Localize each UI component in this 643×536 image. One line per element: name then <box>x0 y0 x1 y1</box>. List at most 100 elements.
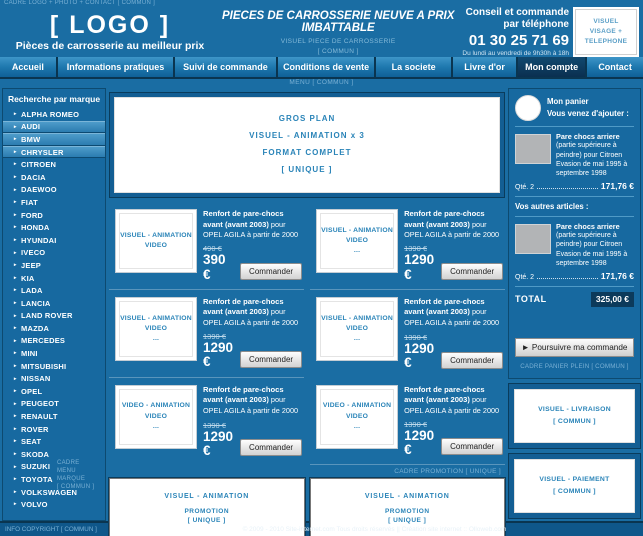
product-card: VIDEO - ANIMATION VIDEO ... Renfort de p… <box>310 378 506 466</box>
product-visual-placeholder[interactable]: VISUEL - ANIMATION VIDEO <box>115 209 197 273</box>
product-visual-placeholder[interactable]: VIDEO - ANIMATION VIDEO ... <box>115 384 197 449</box>
nav-item[interactable]: Suivi de commande <box>175 57 278 77</box>
product-info: Renfort de pare-chocs avant (avant 2003)… <box>398 296 504 371</box>
sidebar-brand-item[interactable]: SEAT <box>3 435 105 448</box>
sidebar-brand-item[interactable]: ROVER <box>3 423 105 436</box>
brand-label: MAZDA <box>21 323 50 333</box>
arrow-bullet-icon <box>13 465 21 470</box>
sidebar-brand-item[interactable]: OPEL <box>3 385 105 398</box>
sidebar-brand-item[interactable]: TOYOTA <box>3 473 105 486</box>
sidebar-brand-item[interactable]: SKODA <box>3 448 105 461</box>
nav-item[interactable]: Informations pratiques <box>57 57 176 77</box>
brand-label: MINI <box>21 349 38 359</box>
qty-label: Qté. 2 <box>515 273 535 281</box>
sidebar-brand-item[interactable]: NISSAN <box>3 372 105 385</box>
commander-button[interactable]: Commander <box>441 438 504 456</box>
commander-button[interactable]: Commander <box>441 351 504 369</box>
sidebar-brand-item[interactable]: LAND ROVER <box>3 310 105 323</box>
visual-livraison-placeholder: VISUEL - LIVRAISON [ COMMUN ] <box>514 388 635 443</box>
headline-visual-label: VISUEL PIECE DE CARROSSERIE [ COMMUN ] <box>214 37 462 57</box>
sidebar-brand-item[interactable]: BMW <box>3 133 105 146</box>
paiement-frame: VISUEL - PAIEMENT [ COMMUN ] <box>508 452 641 519</box>
sidebar-brand-item[interactable]: MERCEDES <box>3 335 105 348</box>
sidebar-brand-item[interactable]: DAEWOO <box>3 184 105 197</box>
product-visual-inner: VISUEL - ANIMATION VIDEO ... <box>320 213 395 269</box>
price-col: 490 € 390 € <box>203 244 233 281</box>
hero-banner-placeholder[interactable]: GROS PLAN VISUEL - ANIMATION x 3 FORMAT … <box>114 97 500 193</box>
product-visual-placeholder[interactable]: VIDEO - ANIMATION VIDEO ... <box>316 384 399 449</box>
sidebar-brand-item[interactable]: PEUGEOT <box>3 398 105 411</box>
sidebar-brand-item[interactable]: LADA <box>3 284 105 297</box>
price-row: 1390 € 1290 € Commander <box>203 332 303 369</box>
sidebar-brand-item[interactable]: ALPHA ROMEO <box>3 108 105 121</box>
product-visual-line3: ... <box>353 422 361 430</box>
main-nav: Accueil Informations pratiques Suivi de … <box>0 57 643 79</box>
brand-label: NISSAN <box>21 374 51 384</box>
cadre-menu-line4: [ COMMUN ] <box>57 484 95 491</box>
cart-column: Mon panier Vous venez d'ajouter : Pare c… <box>508 88 641 521</box>
product-title-rest: pour OPEL AGILA à partir de 2000 <box>203 395 299 415</box>
product-title-bold: Renfort de pare-chocs avant (avant 2003) <box>404 296 485 317</box>
sidebar-brand-item[interactable]: VOLVO <box>3 498 105 511</box>
sidebar-brand-item[interactable]: RENAULT <box>3 410 105 423</box>
logo-block[interactable]: [ LOGO ] Pièces de carrosserie au meille… <box>6 10 214 53</box>
commander-button[interactable]: Commander <box>441 262 504 280</box>
product-visual-placeholder[interactable]: VISUEL - ANIMATION VIDEO ... <box>316 209 399 273</box>
brand-label: PEUGEOT <box>21 399 60 409</box>
sidebar-brand-item[interactable]: JEEP <box>3 259 105 272</box>
cart-item-thumbnail <box>515 134 551 164</box>
nav-item[interactable]: Accueil <box>0 57 58 77</box>
sidebar-brand-item[interactable]: VOLKSWAGEN <box>3 486 105 499</box>
nav-item[interactable]: Mon compte <box>518 57 588 77</box>
nav-item[interactable]: La societe <box>376 57 453 77</box>
sidebar-brand-item[interactable]: MINI <box>3 347 105 360</box>
commander-button[interactable]: Commander <box>240 439 303 457</box>
product-visual-placeholder[interactable]: VISUEL - ANIMATION VIDEO ... <box>316 296 399 361</box>
cart-header: Mon panier Vous venez d'ajouter : <box>515 95 634 121</box>
product-visual-line1: VIDEO - ANIMATION <box>121 402 191 410</box>
cadre-menu-marque-label: CADRE MENU MARQUE [ COMMUN ] <box>57 459 103 491</box>
sidebar-brand-item[interactable]: IVECO <box>3 247 105 260</box>
sidebar-brand-item[interactable]: FIAT <box>3 196 105 209</box>
product-visual-line1: VISUEL - ANIMATION <box>321 314 393 322</box>
promo-animation-placeholder[interactable]: VISUEL - ANIMATION PROMOTION [ UNIQUE ] <box>108 477 306 536</box>
sidebar-brand-item[interactable]: HONDA <box>3 221 105 234</box>
sidebar-brand-item[interactable]: SUZUKI <box>3 461 105 474</box>
commander-button[interactable]: Commander <box>240 262 303 280</box>
nav-item[interactable]: Contact <box>587 57 643 77</box>
promo-animation-placeholder[interactable]: VISUEL - ANIMATION PROMOTION [ UNIQUE ] <box>308 477 506 536</box>
sidebar-brand-item[interactable]: MITSUBISHI <box>3 360 105 373</box>
checkout-button[interactable]: ► Poursuivre ma commande <box>515 337 634 357</box>
nav-item[interactable]: Conditions de vente <box>277 57 377 77</box>
nav-item[interactable]: Livre d'or <box>452 57 519 77</box>
sidebar-brand-item[interactable]: FORD <box>3 209 105 222</box>
product-title-rest: pour OPEL AGILA à partir de 2000 <box>404 307 500 328</box>
cart-titles: Mon panier Vous venez d'ajouter : <box>547 96 629 120</box>
sidebar-brand-item[interactable]: KIA <box>3 272 105 285</box>
sidebar-brand-item[interactable]: AUDI <box>3 120 105 134</box>
product-visual-placeholder[interactable]: VISUEL - ANIMATION VIDEO ... <box>115 296 197 361</box>
cart-item: Pare chocs arriere (partie supérieure à … <box>515 132 634 178</box>
arrow-bullet-icon <box>13 188 21 193</box>
brand-sidebar: Recherche par marque ALPHA ROMEO AUDI BM… <box>2 88 106 521</box>
livraison-line1: VISUEL - LIVRAISON <box>538 406 611 414</box>
phone-number: 01 30 25 71 69 <box>468 32 569 49</box>
sidebar-brand-item[interactable]: DACIA <box>3 171 105 184</box>
arrow-bullet-icon <box>13 339 21 344</box>
sidebar-brand-item[interactable]: HYUNDAI <box>3 234 105 247</box>
cadre-menu-line1: CADRE <box>57 460 80 466</box>
commander-button[interactable]: Commander <box>240 350 303 368</box>
product-title-bold: Renfort de pare-chocs avant (avant 2003) <box>203 209 284 229</box>
brand-label: CITROEN <box>21 160 57 170</box>
sidebar-brand-item[interactable]: CHRYSLER <box>3 145 105 159</box>
menu-commun-label: MENU [ COMMUN ] <box>289 79 354 86</box>
sidebar-brand-item[interactable]: CITROEN <box>3 158 105 171</box>
logo[interactable]: [ LOGO ] <box>49 10 171 39</box>
price-col: 1390 € 1290 € <box>404 333 434 370</box>
arrow-bullet-icon <box>13 414 21 419</box>
product-card: VISUEL - ANIMATION VIDEO ... Renfort de … <box>109 290 305 378</box>
sidebar-brand-item[interactable]: MAZDA <box>3 322 105 335</box>
product-card: VISUEL - ANIMATION VIDEO ... Renfort de … <box>310 202 506 290</box>
brand-label: FIAT <box>21 197 38 207</box>
sidebar-brand-item[interactable]: LANCIA <box>3 297 105 310</box>
